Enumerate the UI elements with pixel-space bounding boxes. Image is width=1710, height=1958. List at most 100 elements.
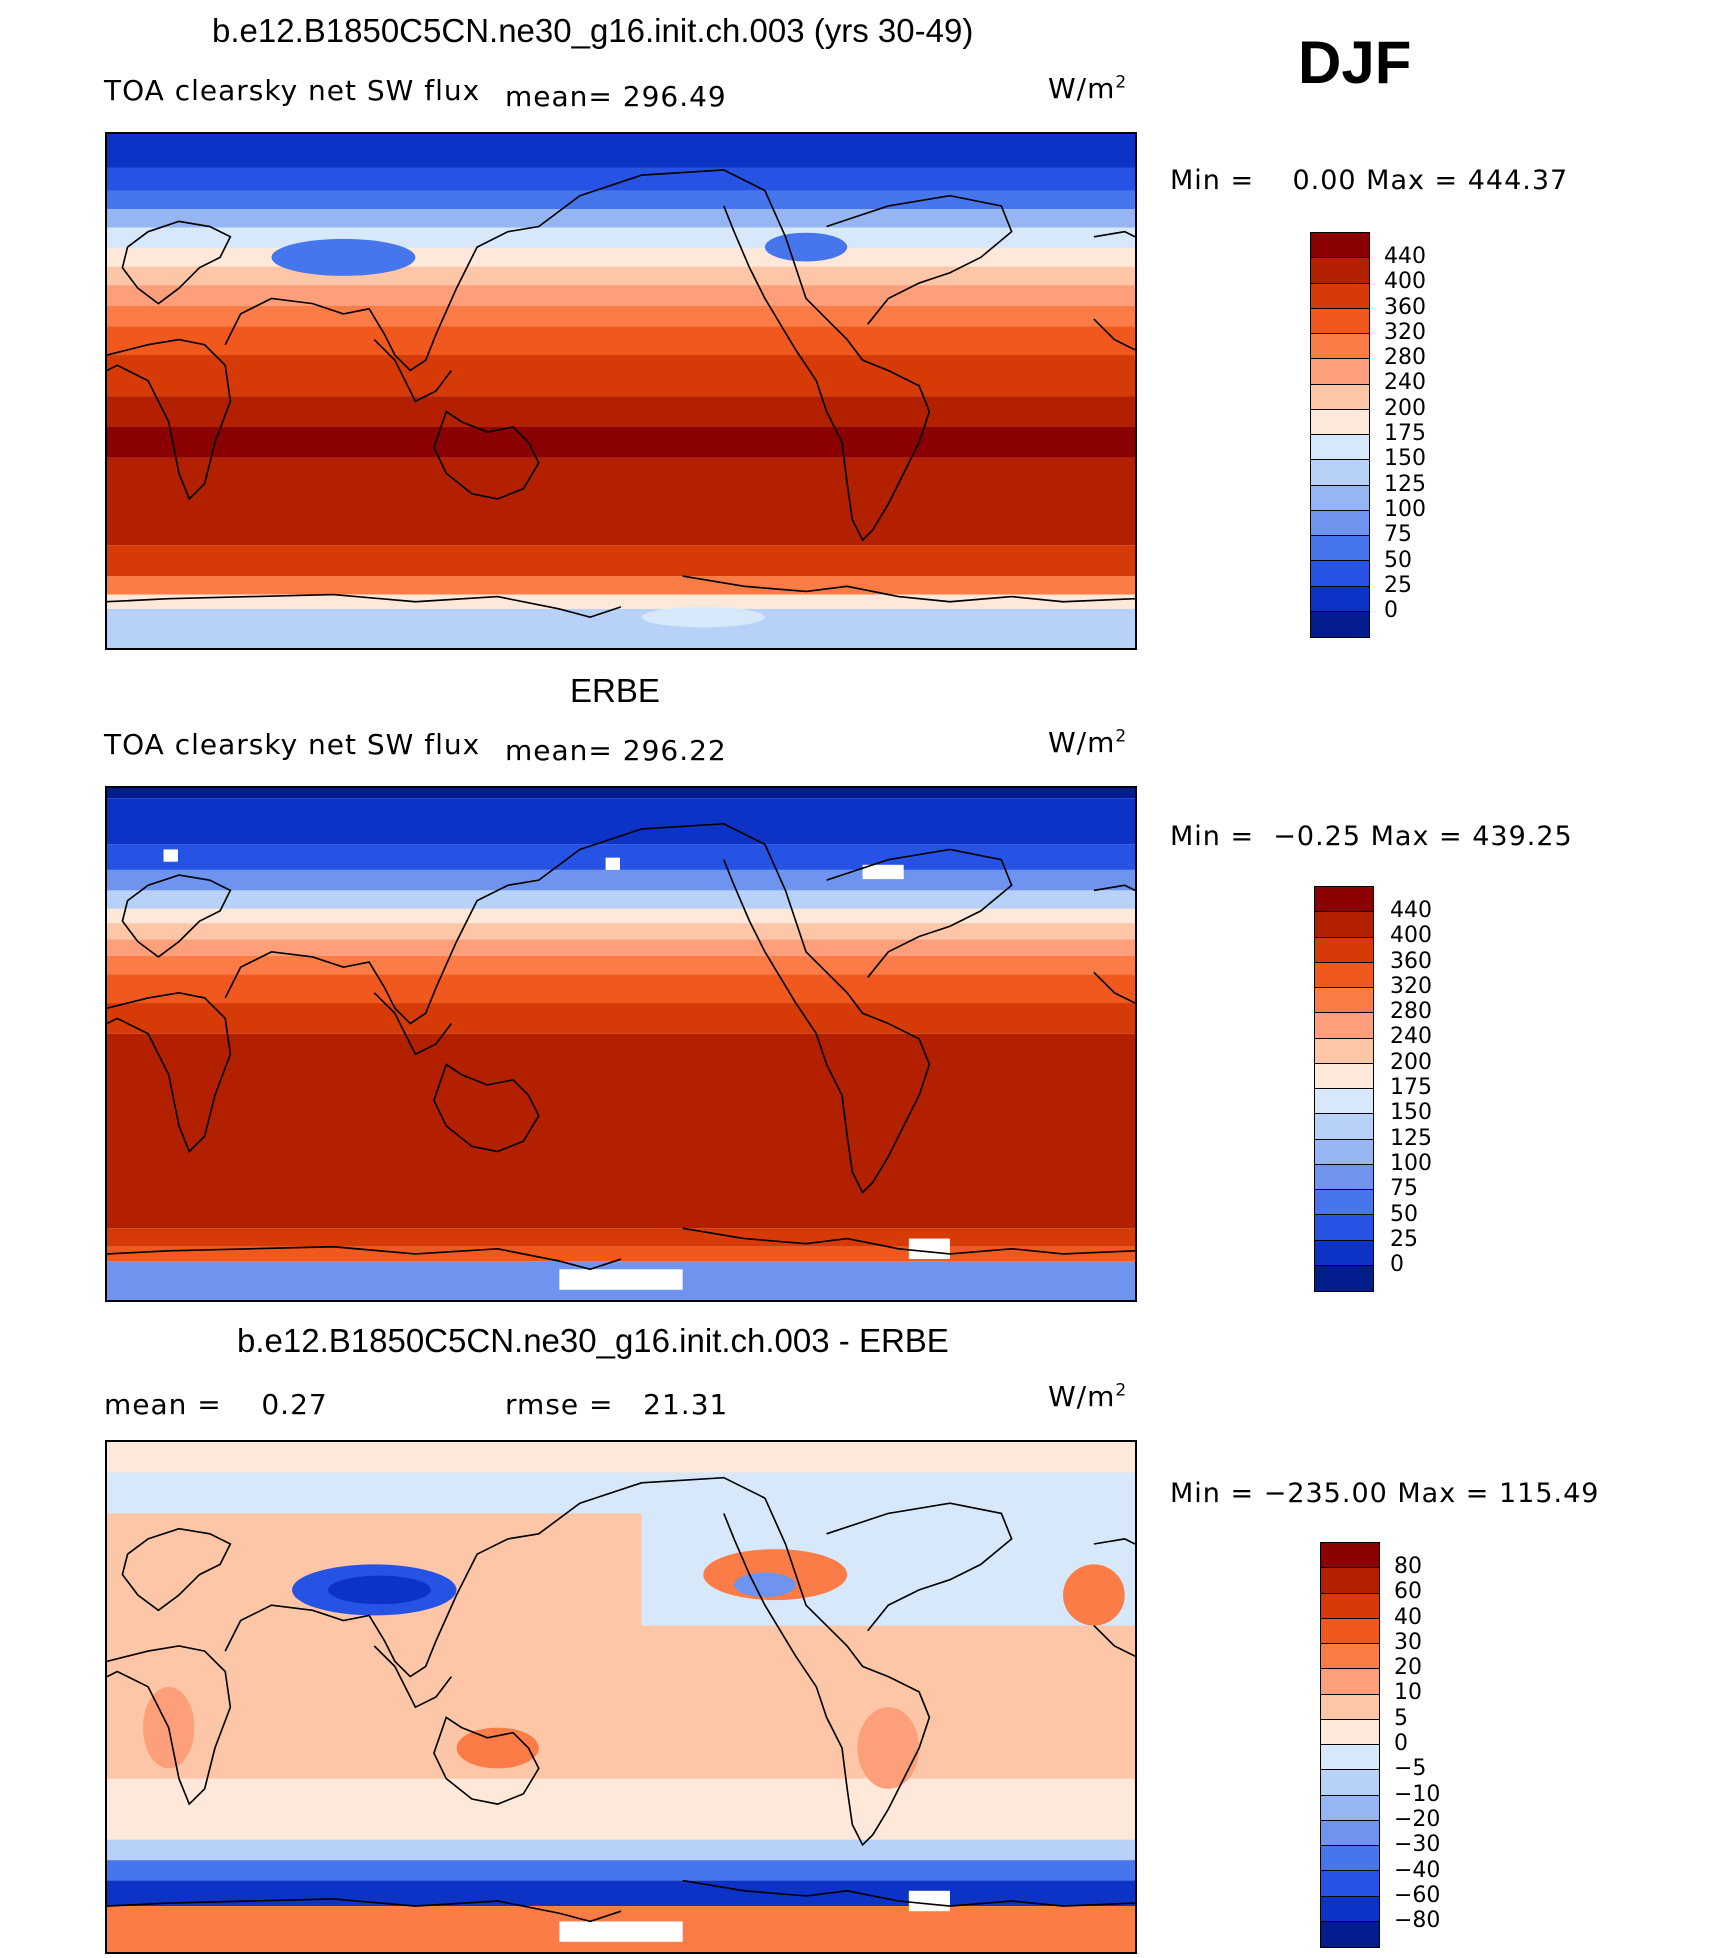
colorbar-cell — [1311, 384, 1369, 410]
colorbar-cell — [1321, 1846, 1379, 1872]
colorbar-cell — [1315, 1063, 1373, 1089]
colorbar-cell — [1311, 435, 1369, 461]
colorbar-tick-label: 240 — [1384, 370, 1426, 396]
colorbar-tick-label: 280 — [1384, 345, 1426, 371]
colorbar-obs — [1314, 886, 1374, 1292]
colorbar-tick-label: 20 — [1394, 1655, 1422, 1681]
colorbar-tick-label: 0 — [1384, 598, 1398, 624]
colorbar-cell — [1315, 1190, 1373, 1216]
colorbar-tick-label: 60 — [1394, 1579, 1422, 1605]
colorbar-cell — [1311, 334, 1369, 360]
colorbar-cell — [1321, 1770, 1379, 1796]
colorbar-cell — [1311, 561, 1369, 587]
panel-title-diff: b.e12.B1850C5CN.ne30_g16.init.ch.003 - E… — [237, 1322, 949, 1359]
panel-mean-model: mean= 296.49 — [505, 80, 727, 113]
colorbar-tick-label: −80 — [1394, 1908, 1441, 1934]
colorbar-cell — [1311, 460, 1369, 486]
colorbar-labels-model: 440 400 360 320 280 240 200 175 150 125 100 75 50 25 0 — [1384, 244, 1426, 623]
colorbar-cell — [1321, 1618, 1379, 1644]
colorbar-cell — [1315, 1265, 1373, 1291]
colorbar-cell — [1321, 1669, 1379, 1695]
colorbar-cell — [1311, 510, 1369, 536]
panel-title-obs: ERBE — [570, 672, 660, 709]
colorbar-tick-label: 0 — [1394, 1731, 1408, 1757]
colorbar-cell — [1311, 283, 1369, 309]
season-label: DJF — [1298, 29, 1412, 96]
panel-units-diff: W/m2 — [1048, 1380, 1128, 1413]
map-obs-svg — [107, 788, 1135, 1300]
colorbar-cell — [1321, 1896, 1379, 1922]
panel-units-model: W/m2 — [1048, 72, 1128, 105]
colorbar-tick-label: 75 — [1390, 1176, 1418, 1202]
minmax-obs: Min = −0.25 Max = 439.25 — [1170, 821, 1573, 852]
minmax-diff: Min = −235.00 Max = 115.49 — [1170, 1478, 1600, 1509]
colorbar-cell — [1311, 611, 1369, 637]
map-diff — [105, 1440, 1137, 1954]
colorbar-cell — [1315, 912, 1373, 938]
colorbar-cell — [1311, 308, 1369, 334]
colorbar-cell — [1321, 1719, 1379, 1745]
colorbar-tick-label: −5 — [1394, 1756, 1427, 1782]
colorbar-cell — [1321, 1694, 1379, 1720]
colorbar-tick-label: 320 — [1384, 319, 1426, 345]
colorbar-labels-diff: 80 60 40 30 20 10 5 0 −5 −10 −20 −30 −40 −60 −80 — [1394, 1554, 1440, 1933]
colorbar-tick-label: 25 — [1390, 1226, 1418, 1252]
colorbar-tick-label: 75 — [1384, 522, 1412, 548]
colorbar-cell — [1321, 1543, 1379, 1569]
map-model — [105, 132, 1137, 650]
colorbar-cell — [1321, 1568, 1379, 1594]
panel-mean-obs: mean= 296.22 — [505, 734, 727, 767]
colorbar-tick-label: 360 — [1384, 294, 1426, 320]
colorbar-tick-label: 200 — [1384, 395, 1426, 421]
colorbar-tick-label: 100 — [1384, 496, 1426, 522]
minmax-model: Min = 0.00 Max = 444.37 — [1170, 165, 1569, 196]
colorbar-cell — [1315, 962, 1373, 988]
colorbar-cell — [1321, 1593, 1379, 1619]
colorbar-cell — [1315, 988, 1373, 1014]
colorbar-tick-label: 200 — [1390, 1049, 1432, 1075]
panel-title-model: b.e12.B1850C5CN.ne30_g16.init.ch.003 (yr… — [212, 12, 974, 49]
colorbar-cell — [1311, 586, 1369, 612]
colorbar-tick-label: 400 — [1384, 269, 1426, 295]
colorbar-cell — [1321, 1745, 1379, 1771]
colorbar-tick-label: 25 — [1384, 572, 1412, 598]
colorbar-cell — [1321, 1921, 1379, 1947]
colorbar-tick-label: 100 — [1390, 1150, 1432, 1176]
colorbar-tick-label: 175 — [1384, 421, 1426, 447]
colorbar-diff — [1320, 1542, 1380, 1948]
colorbar-tick-label: 440 — [1384, 244, 1426, 269]
colorbar-cell — [1315, 1089, 1373, 1115]
colorbar-tick-label: −10 — [1394, 1781, 1441, 1807]
colorbar-model — [1310, 232, 1370, 638]
map-obs — [105, 786, 1137, 1302]
colorbar-cell — [1311, 536, 1369, 562]
colorbar-tick-label: −30 — [1394, 1832, 1441, 1858]
colorbar-tick-label: 150 — [1384, 446, 1426, 472]
colorbar-cell — [1315, 1038, 1373, 1064]
colorbar-cell — [1315, 887, 1373, 913]
colorbar-cell — [1315, 1164, 1373, 1190]
colorbar-cell — [1315, 1240, 1373, 1266]
panel-units-obs: W/m2 — [1048, 726, 1128, 759]
colorbar-tick-label: 125 — [1390, 1125, 1432, 1151]
colorbar-cell — [1321, 1795, 1379, 1821]
colorbar-tick-label: 150 — [1390, 1100, 1432, 1126]
colorbar-cell — [1311, 359, 1369, 385]
colorbar-tick-label: 10 — [1394, 1680, 1422, 1706]
colorbar-cell — [1311, 233, 1369, 259]
colorbar-cell — [1321, 1644, 1379, 1670]
colorbar-tick-label: 240 — [1390, 1024, 1432, 1050]
colorbar-cell — [1311, 258, 1369, 284]
colorbar-tick-label: 30 — [1394, 1629, 1422, 1655]
colorbar-cell — [1315, 1215, 1373, 1241]
colorbar-cell — [1321, 1871, 1379, 1897]
colorbar-tick-label: 280 — [1390, 999, 1432, 1025]
colorbar-tick-label: −60 — [1394, 1882, 1441, 1908]
map-diff-svg — [107, 1442, 1135, 1952]
colorbar-tick-label: 40 — [1394, 1604, 1422, 1630]
colorbar-tick-label: 175 — [1390, 1075, 1432, 1101]
panel-mean-diff: mean = 0.27 — [104, 1388, 328, 1421]
colorbar-tick-label: 5 — [1394, 1705, 1408, 1731]
colorbar-tick-label: 50 — [1390, 1201, 1418, 1227]
colorbar-cell — [1315, 937, 1373, 963]
